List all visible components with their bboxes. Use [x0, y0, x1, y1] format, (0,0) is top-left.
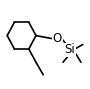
Text: Si: Si	[64, 43, 75, 56]
Text: O: O	[53, 32, 62, 45]
